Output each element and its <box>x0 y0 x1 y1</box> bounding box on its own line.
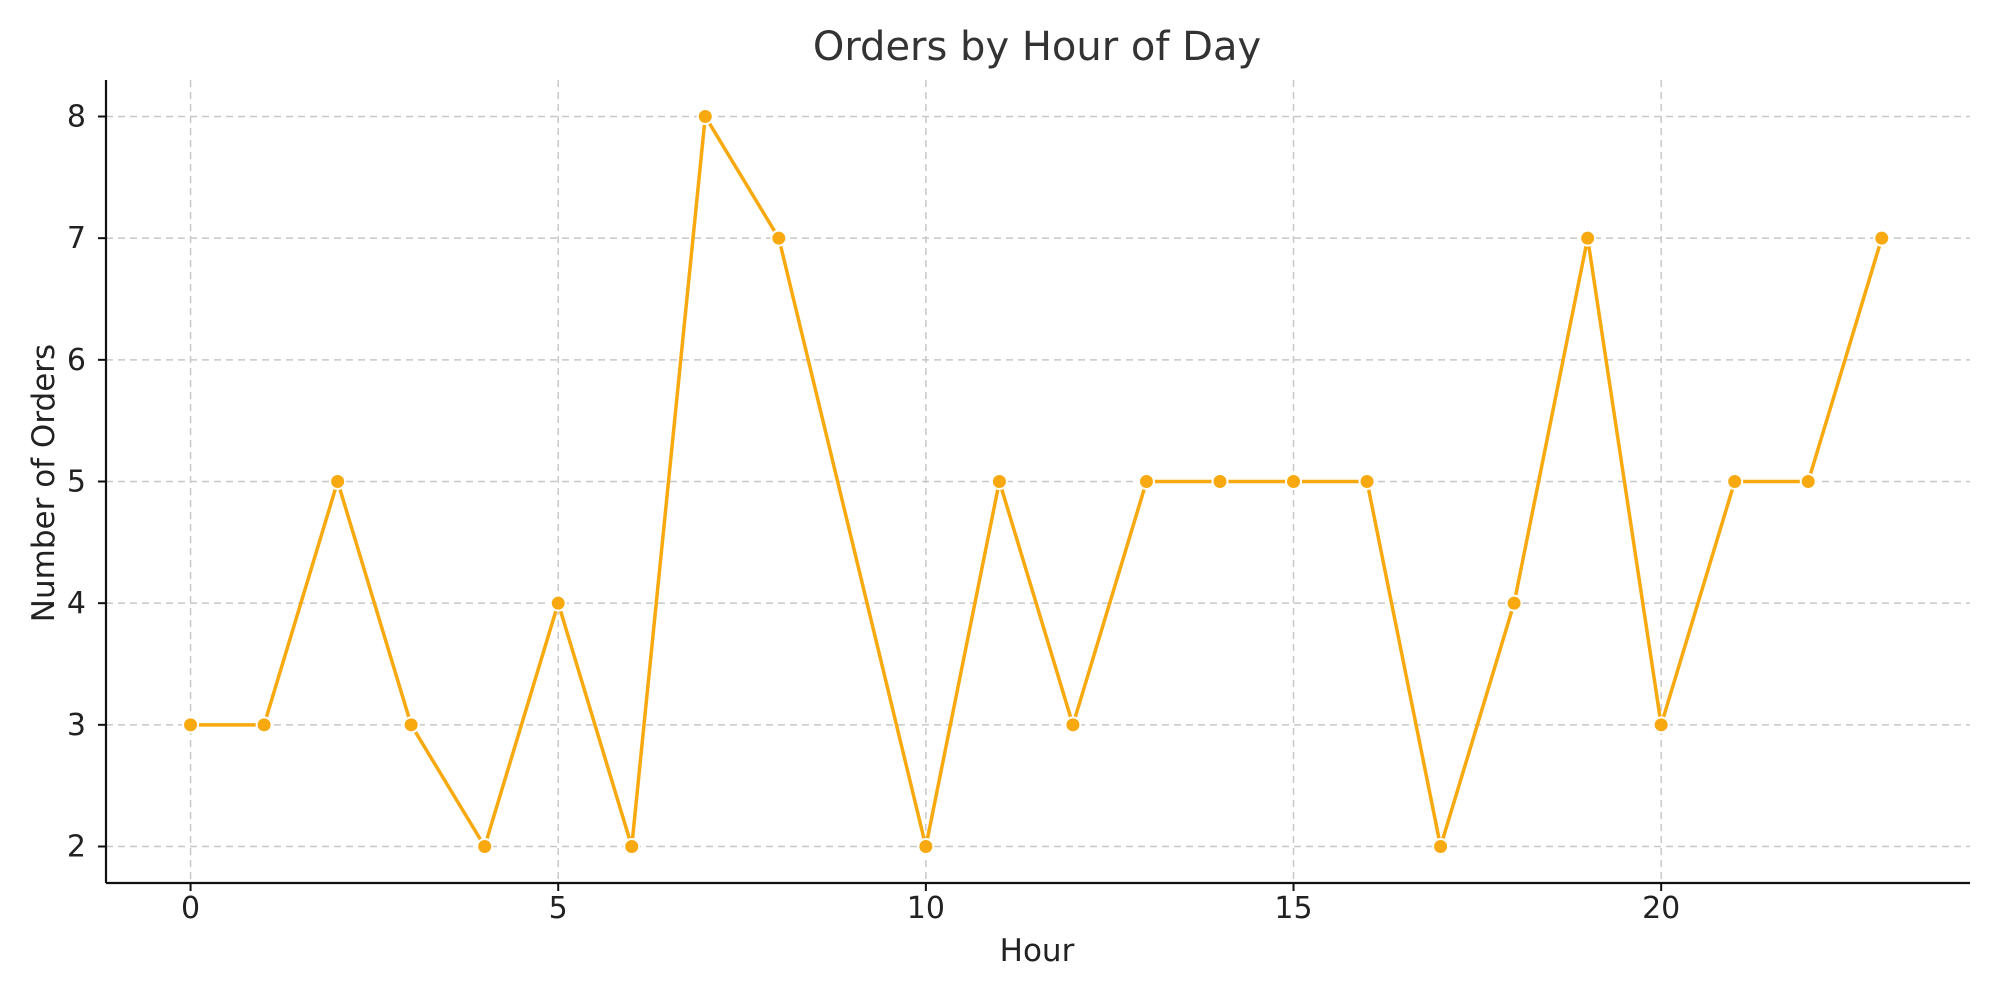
data-point <box>1358 473 1376 490</box>
chart-title: Orders by Hour of Day <box>813 24 1261 70</box>
x-tick-label: 20 <box>1642 891 1680 926</box>
data-point <box>1505 594 1523 612</box>
data-point <box>1726 473 1744 490</box>
data-point <box>917 838 935 855</box>
y-tick-label: 4 <box>67 586 86 621</box>
data-point <box>182 716 200 734</box>
y-tick-label: 2 <box>67 830 86 865</box>
data-point <box>770 229 788 247</box>
data-point <box>1799 473 1817 490</box>
data-point <box>1873 229 1891 247</box>
y-tick-label: 5 <box>67 465 86 500</box>
y-tick-label: 7 <box>67 221 86 256</box>
data-point <box>1579 229 1597 247</box>
labels-layer: Orders by Hour of Day Hour Number of Ord… <box>26 24 1680 969</box>
series-layer <box>182 108 1891 855</box>
data-point <box>1652 716 1670 734</box>
y-axis-label: Number of Orders <box>26 344 62 622</box>
data-point <box>990 473 1008 490</box>
data-point <box>1137 473 1155 490</box>
data-point <box>696 108 714 125</box>
axes-layer <box>98 80 1970 891</box>
data-point <box>402 716 420 734</box>
data-point <box>476 838 494 855</box>
x-tick-label: 10 <box>907 891 945 926</box>
y-tick-label: 6 <box>67 343 86 378</box>
grid-layer <box>106 80 1970 883</box>
data-point <box>329 473 347 490</box>
data-point <box>549 594 567 612</box>
x-tick-label: 15 <box>1274 891 1312 926</box>
data-point <box>1064 716 1082 734</box>
x-tick-label: 5 <box>549 891 568 926</box>
y-tick-label: 3 <box>67 708 86 743</box>
x-tick-label: 0 <box>181 891 200 926</box>
data-point <box>1285 473 1303 490</box>
data-point <box>1211 473 1229 490</box>
data-point <box>1432 838 1450 855</box>
data-point <box>623 838 641 855</box>
data-point <box>255 716 273 734</box>
y-tick-label: 8 <box>67 100 86 135</box>
x-axis-label: Hour <box>1000 933 1075 969</box>
